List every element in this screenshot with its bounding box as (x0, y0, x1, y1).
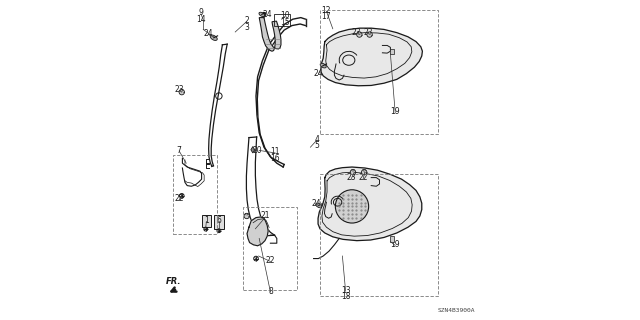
Text: 19: 19 (390, 108, 400, 116)
Polygon shape (251, 147, 255, 153)
Text: 10: 10 (280, 12, 290, 20)
Text: 7: 7 (177, 146, 182, 155)
Bar (202, 215, 211, 227)
Bar (173, 155, 216, 234)
Text: 5: 5 (314, 141, 319, 150)
Text: 18: 18 (341, 292, 350, 301)
Text: SZN4B3900A: SZN4B3900A (438, 308, 475, 313)
Text: 19: 19 (390, 240, 400, 249)
Text: 22: 22 (266, 256, 275, 265)
Text: 11: 11 (271, 148, 280, 156)
Circle shape (179, 90, 184, 95)
Text: 24: 24 (314, 69, 323, 78)
Circle shape (362, 170, 367, 175)
Text: 4: 4 (314, 135, 319, 144)
Circle shape (367, 32, 372, 37)
Text: 22: 22 (364, 28, 372, 37)
Bar (390, 49, 394, 54)
Polygon shape (259, 18, 281, 51)
Circle shape (244, 213, 250, 219)
Bar (390, 236, 394, 242)
Text: 24: 24 (262, 10, 272, 19)
Ellipse shape (320, 63, 326, 68)
Ellipse shape (211, 35, 217, 40)
Text: 23: 23 (346, 173, 356, 182)
Text: 6: 6 (217, 216, 221, 225)
Polygon shape (247, 217, 268, 246)
Bar (243, 207, 297, 290)
Bar (320, 174, 438, 296)
Text: 21: 21 (261, 212, 270, 220)
Text: 20: 20 (253, 146, 262, 155)
Text: 23: 23 (174, 85, 184, 94)
Text: 23: 23 (352, 28, 362, 37)
Text: 22: 22 (175, 194, 184, 203)
Bar (214, 215, 224, 229)
Ellipse shape (259, 12, 264, 17)
Circle shape (335, 190, 369, 223)
Bar (320, 10, 438, 134)
Text: 3: 3 (244, 23, 249, 32)
Text: 17: 17 (321, 12, 332, 21)
Text: 22: 22 (358, 173, 368, 182)
Bar (274, 14, 291, 26)
Circle shape (356, 32, 362, 37)
Text: 12: 12 (322, 6, 331, 15)
Text: 2: 2 (244, 16, 249, 25)
Text: 24: 24 (311, 199, 321, 208)
Text: 15: 15 (280, 18, 290, 27)
Text: 24: 24 (203, 29, 213, 38)
Text: 16: 16 (270, 154, 280, 163)
Text: 1: 1 (204, 216, 209, 225)
Circle shape (350, 170, 356, 175)
Polygon shape (318, 167, 422, 241)
Text: 8: 8 (268, 287, 273, 296)
Ellipse shape (316, 203, 322, 208)
Text: 9: 9 (198, 8, 204, 17)
Text: FR.: FR. (166, 277, 181, 286)
Polygon shape (321, 28, 422, 86)
Text: 14: 14 (196, 15, 206, 24)
Text: 13: 13 (340, 286, 351, 295)
